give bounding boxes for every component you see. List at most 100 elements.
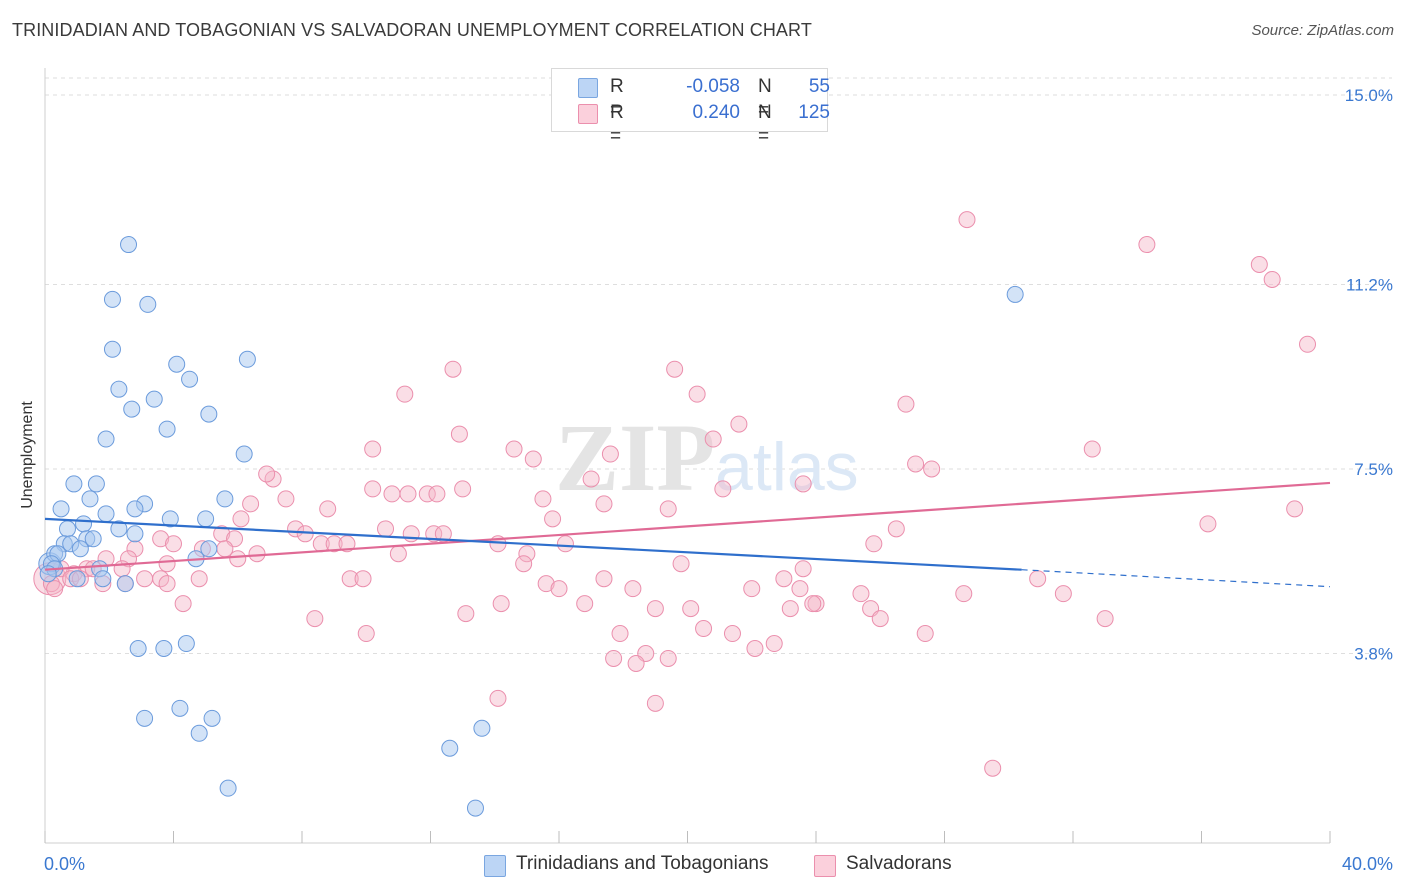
salvadorans-point <box>556 535 574 553</box>
salvadorans-point <box>341 570 359 588</box>
salvadorans-point <box>804 595 822 613</box>
salvadorans-point <box>152 530 170 548</box>
salvadorans-point <box>794 475 812 493</box>
salvadorans-point <box>364 480 382 498</box>
salvadorans-point <box>714 480 732 498</box>
axes <box>44 68 1331 844</box>
salvadorans-point <box>659 500 677 518</box>
salvadorans-point <box>338 535 356 553</box>
trinidadians-point <box>103 290 121 308</box>
trinidadians-point <box>177 635 195 653</box>
salvadorans-point <box>955 585 973 603</box>
y-tick-label: 7.5% <box>1354 460 1393 479</box>
x-tick-label: 40.0% <box>1342 854 1393 874</box>
legend-swatch-blue <box>578 78 598 98</box>
salvadorans-point <box>605 649 623 667</box>
salvadorans-point <box>576 595 594 613</box>
salvadorans-point <box>277 490 295 508</box>
salvadorans-point <box>611 625 629 643</box>
trinidadians-point <box>1006 285 1024 303</box>
trinidadians-point <box>145 390 163 408</box>
trinidadians-point <box>52 500 70 518</box>
salvadorans-point <box>897 395 915 413</box>
salvadorans-point <box>781 600 799 618</box>
trinidadians-point <box>155 640 173 658</box>
salvadorans-point <box>958 211 976 229</box>
chart-title: TRINIDADIAN AND TOBAGONIAN VS SALVADORAN… <box>12 20 812 40</box>
salvadorans-point <box>695 620 713 638</box>
salvadorans-point <box>1138 236 1156 254</box>
salvadorans-point <box>450 425 468 443</box>
salvadorans-point <box>492 595 510 613</box>
salvadorans-point <box>534 490 552 508</box>
trinidadians-point <box>466 799 484 817</box>
trinidadians-point <box>126 525 144 543</box>
salvadorans-point <box>666 360 684 378</box>
salvadorans-point <box>489 689 507 707</box>
trinidadians-point <box>68 570 86 588</box>
salvadorans-point <box>775 570 793 588</box>
salvadorans-point <box>306 610 324 628</box>
salvadorans-trend-line <box>44 481 1331 571</box>
trinidadians-point <box>473 719 491 737</box>
trinidadians-point <box>110 380 128 398</box>
trinidadians-point <box>158 420 176 438</box>
salvadorans-point <box>296 525 314 543</box>
legend-n-label: N = <box>758 76 772 121</box>
trinidadians-point <box>197 510 215 528</box>
trinidadians-point <box>58 520 76 538</box>
trinidadians-point <box>120 236 138 254</box>
salvadorans-point <box>377 520 395 538</box>
salvadorans-point <box>672 555 690 573</box>
series-swatch-pink <box>814 855 836 877</box>
series-swatch-blue <box>484 855 506 877</box>
salvadorans-point <box>1199 515 1217 533</box>
watermark-zip: ZIP <box>555 404 715 511</box>
legend-n-value: 55 <box>808 76 830 97</box>
trinidadians-point <box>238 350 256 368</box>
salvadorans-point <box>325 535 343 553</box>
salvadorans-point <box>624 580 642 598</box>
watermark: ZIP atlas <box>555 404 859 511</box>
y-tick-label: 3.8% <box>1354 644 1393 663</box>
salvadorans-point <box>402 525 420 543</box>
salvadorans-point <box>730 415 748 433</box>
salvadorans-point <box>158 555 176 573</box>
salvadorans-point <box>444 360 462 378</box>
salvadorans-point <box>688 385 706 403</box>
trinidadians-point <box>103 340 121 358</box>
salvadorans-point <box>165 535 182 553</box>
salvadorans-point <box>428 485 446 503</box>
trinidadians-point <box>123 400 141 418</box>
salvadorans-point <box>357 625 375 643</box>
salvadorans-point <box>746 640 764 658</box>
trinidadians-point <box>110 520 128 538</box>
salvadorans-point <box>319 500 337 518</box>
salvadorans-point <box>916 625 934 643</box>
salvadorans-point <box>544 510 562 528</box>
salvadorans-point <box>923 460 941 478</box>
salvadorans-point <box>537 575 555 593</box>
salvadorans-point <box>984 759 1002 777</box>
salvadorans-point <box>582 470 600 488</box>
trinidadians-point <box>171 699 189 717</box>
salvadorans-point <box>1250 256 1268 274</box>
tick-labels: 3.8% 7.5% 11.2% 15.0% 0.0% 40.0% <box>44 86 1393 874</box>
salvadorans-point <box>383 485 401 503</box>
trinidadians-point <box>441 739 459 757</box>
trinidadians-point <box>129 640 147 658</box>
trinidadians-point <box>97 430 115 448</box>
trinidadians-point <box>181 370 199 388</box>
salvadorans-point <box>723 625 741 643</box>
trinidadians-point <box>126 500 144 518</box>
salvadorans-point <box>454 480 472 498</box>
salvadorans-point <box>190 570 208 588</box>
salvadorans-point <box>550 580 568 598</box>
salvadorans-point <box>865 535 883 553</box>
trinidadians-trend-extension <box>1021 569 1331 588</box>
trinidadians-point <box>200 540 218 558</box>
trinidadians-point <box>116 575 134 593</box>
correlation-legend: R = -0.058 N = 55 R = 0.240 N = 125 <box>551 68 830 147</box>
trinidadians-point <box>190 724 208 742</box>
